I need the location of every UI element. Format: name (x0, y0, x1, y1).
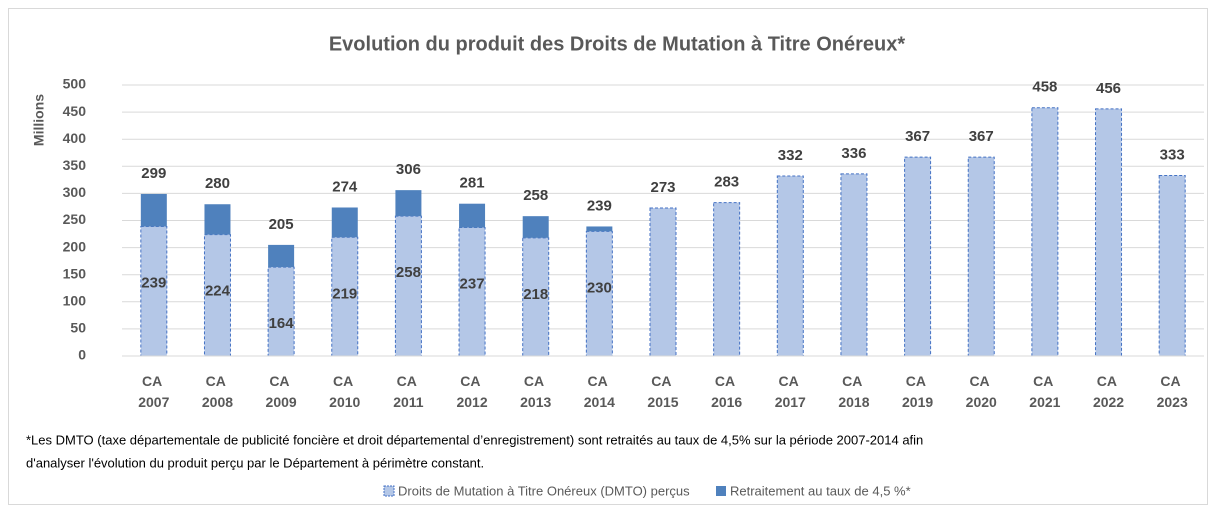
y-tick-label: 450 (63, 103, 87, 119)
total-label: 283 (714, 174, 739, 191)
bar-segment (522, 216, 549, 238)
bar-segment (904, 156, 932, 357)
total-label: 299 (141, 165, 166, 182)
y-tick-label: 150 (63, 265, 87, 281)
x-tick-label: CA 2023 (1157, 373, 1188, 410)
bar-segment (967, 156, 995, 357)
y-tick-label: 200 (63, 238, 87, 254)
total-label: 273 (650, 179, 675, 196)
x-tick-label: CA 2019 (902, 373, 933, 410)
x-tick-label: CA 2009 (266, 373, 297, 410)
total-label: 332 (778, 147, 803, 164)
data-label: 239 (141, 274, 166, 291)
bar-segment (267, 266, 295, 357)
chart-title: Evolution du produit des Droits de Mutat… (329, 33, 906, 55)
x-tick-label: CA 2007 (138, 373, 169, 410)
x-tick-label: CA 2021 (1029, 373, 1060, 410)
y-axis-label: Millions (31, 94, 47, 146)
x-tick-label: CA 2015 (647, 373, 678, 410)
bar-segment (395, 190, 422, 217)
y-tick-label: 100 (63, 293, 87, 309)
x-tick-label: CA 2010 (329, 373, 360, 410)
legend-label: Retraitement au taux de 4,5 %* (730, 483, 911, 498)
y-tick-label: 400 (63, 130, 87, 146)
bar-segment (522, 237, 550, 357)
x-tick-label: CA 2016 (711, 373, 742, 410)
y-tick-label: 50 (70, 320, 86, 336)
y-tick-label: 0 (78, 347, 86, 363)
total-label: 258 (523, 187, 548, 204)
data-label: 237 (460, 276, 485, 293)
bar-segment (331, 236, 359, 357)
bar-segment (268, 244, 295, 268)
y-tick-label: 250 (63, 211, 87, 227)
x-tick-label: CA 2022 (1093, 373, 1124, 410)
total-label: 367 (969, 128, 994, 145)
bar-segment (586, 226, 613, 232)
data-label: 258 (396, 264, 421, 281)
x-tick-label: CA 2011 (393, 373, 424, 410)
bar-segment (649, 207, 677, 357)
total-label: 205 (269, 216, 294, 233)
data-label: 164 (269, 315, 295, 332)
x-tick-label: CA 2014 (584, 373, 615, 410)
footnote: *Les DMTO (taxe départementale de public… (26, 432, 923, 447)
total-label: 239 (587, 197, 612, 214)
bar-segment (713, 202, 741, 357)
bar-segment (1031, 107, 1059, 357)
x-tick-label: CA 2018 (838, 373, 869, 410)
y-tick-label: 300 (63, 184, 87, 200)
bar-segment (204, 204, 231, 235)
x-tick-label: CA 2020 (966, 373, 997, 410)
total-label: 280 (205, 175, 230, 192)
total-label: 456 (1096, 80, 1121, 97)
total-label: 333 (1160, 146, 1185, 163)
bar-segment (140, 225, 168, 357)
bar-segment (394, 215, 422, 357)
bar-segment (840, 173, 868, 357)
total-label: 367 (905, 128, 930, 145)
y-tick-label: 500 (63, 76, 87, 92)
data-label: 230 (587, 279, 612, 296)
data-label: 219 (332, 285, 357, 302)
bar-segment (140, 193, 167, 227)
total-label: 281 (460, 175, 485, 192)
bar-segment (1095, 108, 1123, 357)
footnote: d'analyser l'évolution du produit perçu … (26, 455, 484, 470)
legend-swatch (383, 485, 395, 497)
total-label: 458 (1032, 79, 1057, 96)
legend-swatch (716, 486, 726, 496)
x-tick-label: CA 2008 (202, 373, 233, 410)
x-tick-label: CA 2017 (775, 373, 806, 410)
x-tick-label: CA 2012 (456, 373, 487, 410)
bar-segment (458, 227, 486, 357)
data-label: 224 (205, 283, 231, 300)
bar-segment (459, 203, 486, 228)
total-label: 274 (332, 178, 358, 195)
y-tick-label: 350 (63, 157, 87, 173)
bar-segment (585, 230, 613, 357)
total-label: 336 (841, 145, 866, 162)
bar-segment (331, 207, 358, 238)
x-tick-label: CA 2013 (520, 373, 551, 410)
bar-segment (776, 175, 804, 357)
data-label: 218 (523, 286, 548, 303)
legend-label: Droits de Mutation à Titre Onéreux (DMTO… (398, 483, 690, 498)
bar-segment (1158, 175, 1186, 357)
total-label: 306 (396, 161, 421, 178)
